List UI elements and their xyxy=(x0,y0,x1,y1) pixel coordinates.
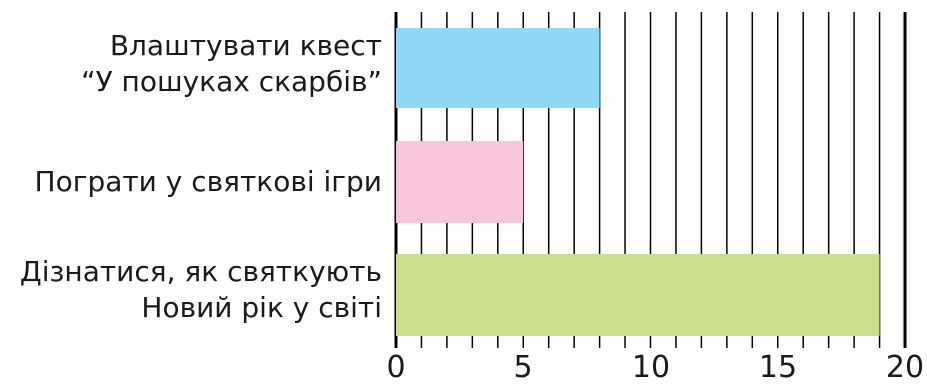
x-tick-label-20: 20 xyxy=(885,350,925,385)
x-tick-label-0: 0 xyxy=(386,350,406,385)
category-label-new-year-line-2: Новий рік у світі xyxy=(141,291,382,324)
category-label-new-year: Дізнатися, як святкують Новий рік у світ… xyxy=(12,254,382,326)
x-tick-label-10: 10 xyxy=(631,350,671,385)
category-label-quest-line-2: “У пошуках скарбів” xyxy=(81,65,382,98)
x-tick-label-5: 5 xyxy=(513,350,533,385)
category-label-quest-line-1: Влаштувати квест xyxy=(109,29,382,62)
bar-0 xyxy=(396,28,600,108)
category-label-games-line-1: Пограти у святкові ігри xyxy=(34,165,382,198)
x-tick-label-15: 15 xyxy=(758,350,798,385)
category-label-quest: Влаштувати квест “У пошуках скарбів” xyxy=(12,28,382,100)
bar-1 xyxy=(396,141,524,223)
category-label-games: Пограти у святкові ігри xyxy=(12,164,382,200)
bar-2 xyxy=(396,254,880,336)
category-label-new-year-line-1: Дізнатися, як святкують xyxy=(19,255,382,288)
